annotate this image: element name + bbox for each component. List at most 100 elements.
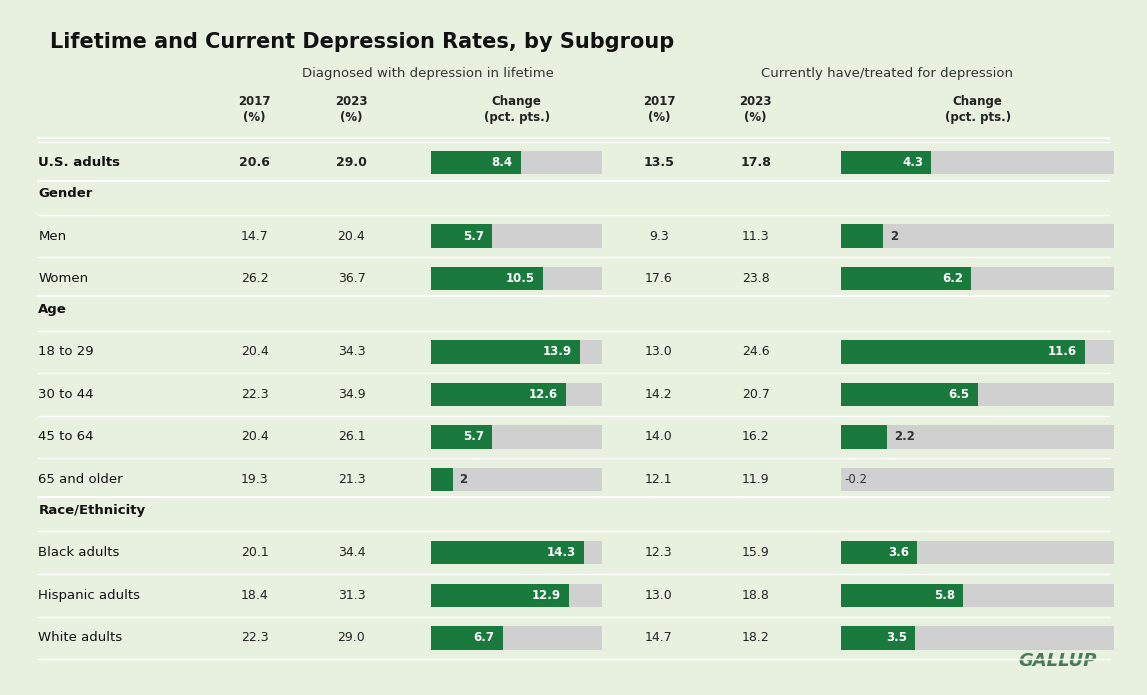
Text: 2017
(%): 2017 (%) <box>239 95 271 124</box>
Bar <box>431 340 579 363</box>
Text: 12.6: 12.6 <box>529 388 557 401</box>
Bar <box>841 340 1115 363</box>
Text: 34.4: 34.4 <box>337 546 365 559</box>
Text: 11.6: 11.6 <box>1048 345 1077 359</box>
Text: 12.1: 12.1 <box>645 473 672 486</box>
Text: 16.2: 16.2 <box>742 430 770 443</box>
Text: 2023
(%): 2023 (%) <box>740 95 772 124</box>
Text: 31.3: 31.3 <box>337 589 365 602</box>
Text: 12.9: 12.9 <box>532 589 561 602</box>
Bar <box>431 224 602 247</box>
Text: 29.0: 29.0 <box>336 156 367 170</box>
Text: Gender: Gender <box>38 188 93 200</box>
Bar <box>841 425 1115 449</box>
Text: 4.3: 4.3 <box>903 156 923 170</box>
Bar <box>841 340 1085 363</box>
Text: Men: Men <box>38 229 67 243</box>
Text: 30 to 44: 30 to 44 <box>38 388 94 401</box>
Bar <box>841 151 931 174</box>
Text: Age: Age <box>38 303 67 316</box>
Bar <box>431 425 602 449</box>
Bar <box>841 626 1115 650</box>
Text: 13.0: 13.0 <box>645 345 673 359</box>
Bar <box>841 151 1115 174</box>
Text: Change
(pct. pts.): Change (pct. pts.) <box>945 95 1011 124</box>
Bar <box>431 584 569 607</box>
Text: 26.2: 26.2 <box>241 272 268 285</box>
Bar <box>841 224 883 247</box>
Text: White adults: White adults <box>38 631 123 644</box>
Text: 13.0: 13.0 <box>645 589 673 602</box>
Text: 15.9: 15.9 <box>742 546 770 559</box>
Text: 9.3: 9.3 <box>649 229 669 243</box>
Text: 65 and older: 65 and older <box>38 473 123 486</box>
Text: 18 to 29: 18 to 29 <box>38 345 94 359</box>
Text: 17.6: 17.6 <box>645 272 673 285</box>
Text: 8.4: 8.4 <box>492 156 513 170</box>
Bar <box>431 267 544 291</box>
Bar <box>431 468 453 491</box>
Text: Currently have/treated for depression: Currently have/treated for depression <box>760 67 1013 80</box>
Text: 12.3: 12.3 <box>645 546 672 559</box>
Text: Hispanic adults: Hispanic adults <box>38 589 140 602</box>
Text: 24.6: 24.6 <box>742 345 770 359</box>
Bar <box>841 584 1115 607</box>
Bar <box>841 468 1115 491</box>
Text: 20.4: 20.4 <box>241 345 268 359</box>
Bar <box>431 383 602 406</box>
Text: 20.7: 20.7 <box>742 388 770 401</box>
Text: 11.9: 11.9 <box>742 473 770 486</box>
Text: 14.7: 14.7 <box>645 631 673 644</box>
Bar <box>841 541 916 564</box>
Text: 10.5: 10.5 <box>506 272 536 285</box>
Text: 26.1: 26.1 <box>337 430 365 443</box>
Text: Women: Women <box>38 272 88 285</box>
Text: 2: 2 <box>459 473 468 486</box>
Bar <box>431 151 602 174</box>
Text: 14.3: 14.3 <box>547 546 576 559</box>
Text: 19.3: 19.3 <box>241 473 268 486</box>
Text: 13.5: 13.5 <box>643 156 674 170</box>
Text: 29.0: 29.0 <box>337 631 366 644</box>
Bar <box>431 383 565 406</box>
Bar <box>431 267 602 291</box>
Text: 23.8: 23.8 <box>742 272 770 285</box>
Text: 18.8: 18.8 <box>742 589 770 602</box>
Text: 2023
(%): 2023 (%) <box>335 95 368 124</box>
Text: 20.1: 20.1 <box>241 546 268 559</box>
Text: 5.7: 5.7 <box>463 430 484 443</box>
Text: 34.3: 34.3 <box>337 345 365 359</box>
Text: 13.9: 13.9 <box>543 345 571 359</box>
Text: 18.2: 18.2 <box>742 631 770 644</box>
Text: 14.7: 14.7 <box>241 229 268 243</box>
Text: GALLUP: GALLUP <box>1019 652 1098 670</box>
Bar <box>841 541 1115 564</box>
Bar <box>431 468 602 491</box>
Bar <box>431 541 602 564</box>
Text: 22.3: 22.3 <box>241 388 268 401</box>
Bar <box>841 383 977 406</box>
Text: Black adults: Black adults <box>38 546 119 559</box>
Text: 3.6: 3.6 <box>888 546 908 559</box>
Text: Diagnosed with depression in lifetime: Diagnosed with depression in lifetime <box>303 67 554 80</box>
Text: 6.5: 6.5 <box>949 388 969 401</box>
Text: -0.2: -0.2 <box>844 473 867 486</box>
Text: 17.8: 17.8 <box>740 156 771 170</box>
Text: 36.7: 36.7 <box>337 272 366 285</box>
Bar <box>841 626 914 650</box>
Text: 3.5: 3.5 <box>885 631 906 644</box>
Text: 2: 2 <box>890 229 898 243</box>
Text: 20.6: 20.6 <box>240 156 270 170</box>
Text: 21.3: 21.3 <box>337 473 365 486</box>
Text: 20.4: 20.4 <box>241 430 268 443</box>
Bar <box>431 224 492 247</box>
Text: 18.4: 18.4 <box>241 589 268 602</box>
Text: Race/Ethnicity: Race/Ethnicity <box>38 505 146 517</box>
Bar <box>841 224 1115 247</box>
Text: 2.2: 2.2 <box>895 430 915 443</box>
Bar <box>431 151 521 174</box>
Text: 34.9: 34.9 <box>337 388 365 401</box>
Text: 11.3: 11.3 <box>742 229 770 243</box>
Text: 14.2: 14.2 <box>645 388 672 401</box>
Text: 6.7: 6.7 <box>474 631 494 644</box>
